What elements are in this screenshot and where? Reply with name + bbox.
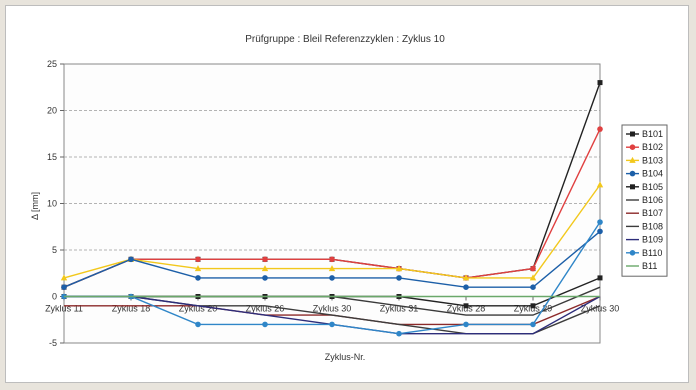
data-point [128, 256, 134, 263]
x-tick-label: Zyklus 30 [313, 304, 352, 314]
data-point [396, 275, 402, 281]
legend-label: B109 [642, 235, 663, 245]
data-point [329, 321, 335, 328]
data-point [529, 274, 537, 281]
x-axis-label: Zyklus-Nr. [325, 352, 366, 362]
data-point [597, 275, 603, 281]
legend-label: B106 [642, 195, 663, 205]
data-point [596, 181, 604, 188]
data-point [329, 256, 335, 263]
legend-label: B104 [642, 169, 663, 179]
data-point [261, 265, 269, 272]
data-point [462, 274, 470, 281]
data-point [195, 275, 201, 281]
x-tick-label: Zyklus 28 [447, 304, 486, 314]
legend-label: B107 [642, 208, 663, 218]
data-point [395, 265, 403, 272]
legend-label: B108 [642, 221, 663, 231]
legend-marker [629, 170, 636, 177]
legend-marker [630, 131, 635, 137]
data-point [329, 275, 335, 281]
data-point [530, 303, 536, 309]
data-point [194, 265, 202, 272]
data-point [597, 219, 603, 225]
data-point [530, 321, 536, 328]
y-tick-label: 20 [47, 106, 57, 116]
chart-title: Prüfgruppe : Bleil Referenzzyklen : Zykl… [245, 34, 445, 45]
x-tick-label: Zyklus 31 [380, 304, 419, 314]
legend-label: B103 [642, 155, 663, 165]
x-tick-label: Zyklus 11 [45, 304, 83, 314]
data-point [328, 265, 336, 272]
x-tick-label: Zyklus 18 [112, 304, 151, 314]
legend-marker [630, 184, 635, 190]
data-point [463, 284, 469, 291]
data-point [463, 321, 469, 328]
legend-label: B11 [642, 261, 657, 271]
y-tick-label: 10 [47, 199, 57, 209]
legend-label: B102 [642, 142, 663, 152]
y-tick-label: 15 [47, 152, 57, 162]
data-point [530, 284, 536, 291]
y-tick-label: 5 [52, 245, 57, 255]
data-point [195, 256, 201, 263]
legend-marker [629, 250, 636, 256]
data-point [262, 256, 268, 263]
y-tick-label: 25 [47, 59, 57, 69]
y-axis-label: Δ [mm] [30, 192, 40, 220]
legend-label: B110 [642, 248, 662, 258]
data-point [597, 126, 603, 132]
data-point [262, 321, 268, 328]
x-tick-label: Zyklus 30 [581, 304, 620, 314]
data-point [530, 265, 536, 272]
data-point [463, 303, 469, 309]
legend-label: B101 [642, 129, 663, 139]
y-tick-label: 0 [52, 292, 57, 302]
x-tick-label: Zyklus 20 [179, 304, 218, 314]
legend-marker [629, 144, 636, 150]
data-point [597, 228, 603, 235]
data-point [60, 274, 68, 281]
data-point [195, 321, 201, 328]
legend-label: B105 [642, 182, 663, 192]
data-point [61, 284, 67, 291]
data-point [396, 330, 402, 337]
x-tick-label: Zyklus 29 [514, 304, 553, 314]
data-point [262, 275, 268, 281]
data-point [597, 80, 603, 86]
y-tick-label: -5 [49, 338, 57, 348]
legend-marker [629, 156, 636, 163]
x-tick-label: Zyklus 26 [246, 304, 285, 314]
